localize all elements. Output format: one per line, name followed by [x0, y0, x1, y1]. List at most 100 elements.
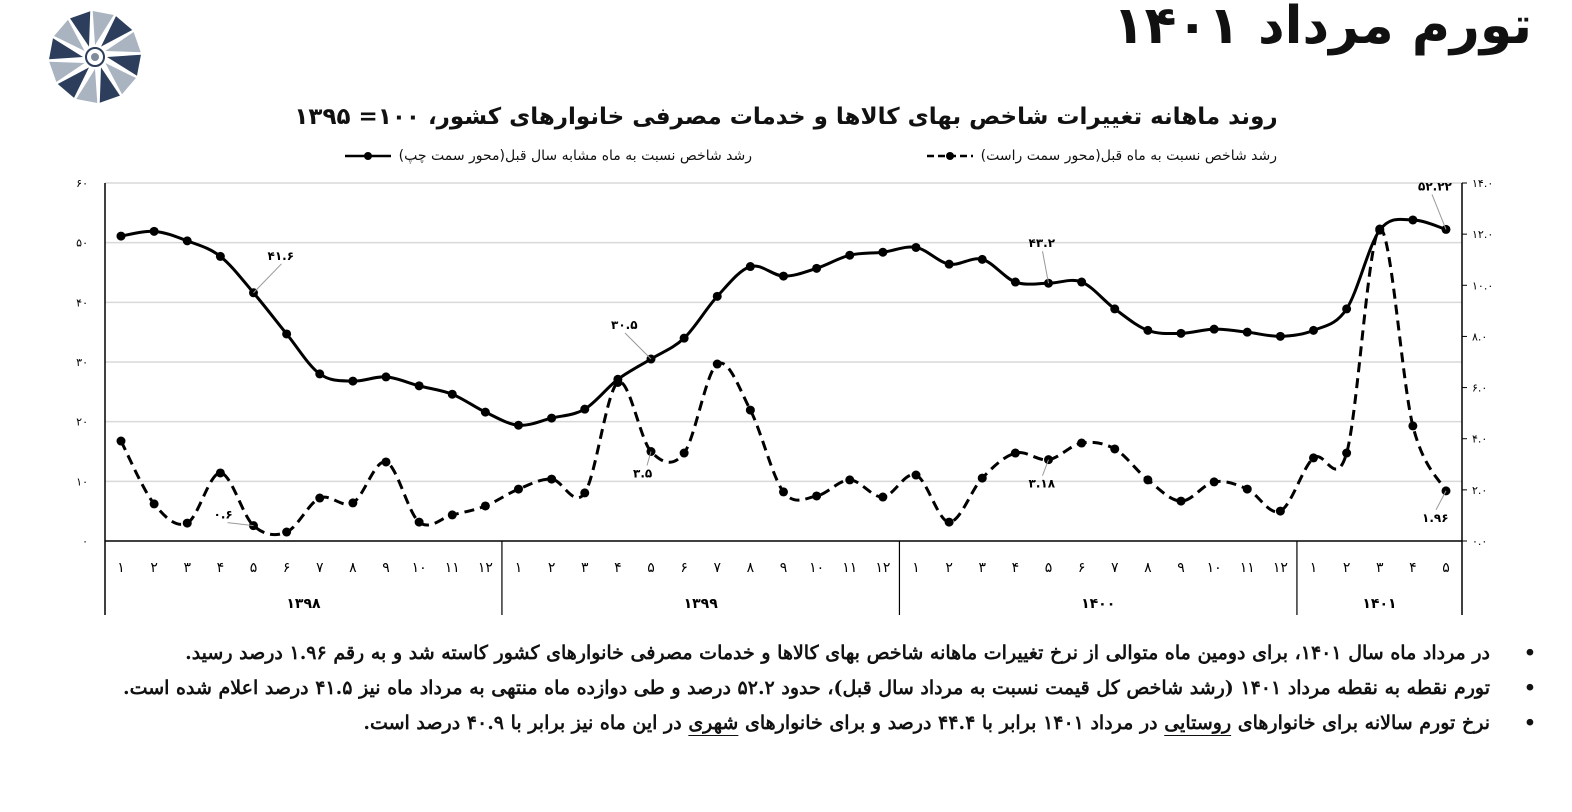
month-label: ۹	[1177, 560, 1185, 576]
month-label: ۱۲	[875, 560, 890, 576]
data-point	[911, 242, 921, 252]
data-point	[1209, 477, 1219, 487]
data-point	[149, 499, 159, 509]
year-label: ۱۳۹۹	[684, 596, 719, 612]
data-point	[1209, 324, 1219, 334]
month-label: ۱۲	[478, 560, 493, 576]
data-point	[1275, 506, 1285, 516]
data-point	[348, 376, 358, 386]
data-point	[1309, 325, 1318, 335]
data-label-leader	[1042, 459, 1049, 476]
data-point	[116, 436, 126, 446]
data-point	[745, 405, 755, 415]
data-point	[1010, 277, 1020, 287]
month-label: ۱	[1310, 560, 1318, 576]
data-point	[679, 333, 689, 343]
logo-blade	[76, 69, 98, 103]
left-axis-tick: ۳۰	[76, 356, 88, 369]
data-point	[1375, 224, 1385, 234]
month-label: ۶	[1078, 560, 1086, 576]
data-point	[1275, 331, 1285, 341]
month-label: ۴	[614, 560, 622, 576]
data-point	[1176, 328, 1186, 338]
data-point	[1110, 444, 1120, 454]
month-label: ۷	[316, 560, 324, 576]
left-axis-tick: ۵۰	[76, 237, 88, 250]
data-label: ۳.۵	[633, 467, 652, 481]
data-label: ۰.۶	[214, 508, 233, 522]
data-label: ۴۳.۲	[1029, 236, 1056, 250]
month-label: ۹	[780, 560, 788, 576]
month-label: ۱	[912, 560, 920, 576]
right-axis-tick: ۱۴.۰	[1472, 177, 1493, 190]
right-axis-tick: ۲.۰	[1472, 484, 1487, 497]
month-label: ۹	[382, 560, 390, 576]
month-label: ۳	[978, 560, 986, 576]
month-label: ۲	[548, 560, 556, 576]
data-point	[845, 250, 855, 260]
month-label: ۲	[150, 560, 158, 576]
data-point	[911, 470, 921, 480]
legend-label-monthly: رشد شاخص نسبت به ماه قبل(محور سمت راست)	[980, 148, 1277, 164]
data-point	[679, 448, 689, 458]
chart-title: روند ماهانه تغییرات شاخص بهای کالاها و خ…	[294, 104, 1278, 130]
month-label: ۶	[283, 560, 291, 576]
data-point	[1408, 215, 1418, 225]
data-point	[1309, 453, 1318, 463]
data-point	[580, 404, 590, 414]
solid-line-marker-icon	[344, 152, 391, 160]
right-axis-tick: ۸.۰	[1472, 330, 1487, 343]
legend-item-annual: رشد شاخص نسبت به ماه مشابه سال قبل(محور …	[343, 148, 752, 164]
data-point	[779, 487, 788, 497]
data-point	[812, 491, 822, 501]
data-point	[1342, 448, 1352, 458]
right-axis-tick: ۱۰.۰	[1472, 279, 1493, 292]
tehran-chamber-logo	[49, 11, 141, 103]
data-point	[348, 498, 358, 508]
month-label: ۸	[1144, 560, 1152, 576]
data-point	[116, 231, 126, 241]
bullet-text: در مرداد ۱۴۰۱ برابر با ۴۴.۴ درصد و برای …	[738, 712, 1165, 734]
data-point	[1143, 475, 1153, 485]
data-point	[480, 501, 490, 511]
underlined-text: شهری	[688, 712, 739, 734]
data-point	[282, 329, 292, 339]
logo-blade	[70, 11, 91, 47]
data-point	[1143, 325, 1153, 335]
month-label: ۳	[183, 560, 191, 576]
month-label: ۱	[117, 560, 125, 576]
month-label: ۲	[945, 560, 953, 576]
data-label-leader	[253, 263, 282, 294]
page-title: تورم مرداد ۱۴۰۱	[1112, 0, 1533, 56]
month-label: ۵	[250, 560, 258, 576]
data-point	[315, 369, 325, 379]
data-point	[414, 517, 424, 527]
month-label: ۴	[1409, 560, 1417, 576]
year-label: ۱۴۰۱	[1362, 596, 1396, 612]
data-point	[580, 488, 590, 498]
data-point	[447, 389, 457, 399]
summary-bullets: در مرداد ماه سال ۱۴۰۱، برای دومین ماه مت…	[30, 636, 1538, 741]
data-point	[414, 381, 424, 391]
data-point	[878, 247, 888, 257]
data-point	[944, 517, 954, 527]
right-axis-tick: ۱۲.۰	[1472, 228, 1493, 241]
month-label: ۵	[647, 560, 655, 576]
month-label: ۲	[1343, 560, 1351, 576]
data-label-leader	[1042, 251, 1049, 284]
month-label: ۴	[217, 560, 225, 576]
data-point	[712, 359, 722, 369]
data-point	[1077, 438, 1087, 448]
data-point	[812, 263, 822, 273]
data-label-leader	[1435, 490, 1447, 511]
data-point	[480, 407, 490, 417]
logo-blade	[54, 19, 85, 51]
data-point	[712, 291, 722, 301]
month-label: ۳	[581, 560, 589, 576]
logo-blade	[105, 32, 141, 53]
month-label: ۱۰	[1207, 560, 1222, 576]
left-axis-tick: ۴۰	[76, 296, 88, 309]
data-point	[1110, 304, 1120, 314]
month-label: ۶	[680, 560, 688, 576]
month-label: ۸	[747, 560, 755, 576]
